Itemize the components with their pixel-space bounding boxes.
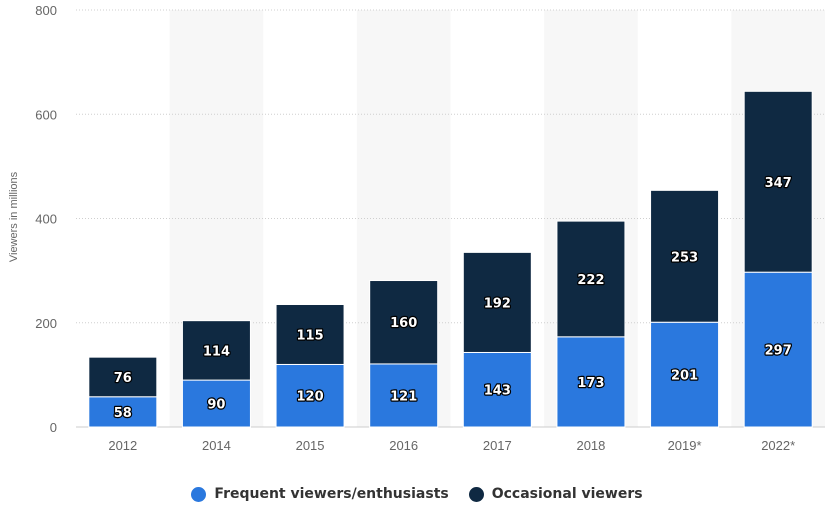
y-tick-label: 0 xyxy=(50,420,57,435)
legend-swatch-frequent xyxy=(191,486,207,502)
bar-occasional[interactable] xyxy=(650,189,720,323)
bar-frequent[interactable] xyxy=(556,336,626,428)
bar-occasional[interactable] xyxy=(462,251,532,353)
y-axis-label: Viewers in millions xyxy=(8,171,20,262)
x-tick-label: 2015 xyxy=(296,438,325,453)
bar-frequent[interactable] xyxy=(369,363,439,428)
data-label-frequent: 201 xyxy=(671,369,698,384)
x-tick-label: 2018 xyxy=(576,438,605,453)
data-label-frequent: 58 xyxy=(114,406,132,421)
x-tick-label: 2012 xyxy=(108,438,137,453)
data-label-occasional: 253 xyxy=(671,250,698,265)
data-label-frequent: 143 xyxy=(484,384,511,399)
y-tick-label: 800 xyxy=(35,3,57,18)
legend-swatch-occasional xyxy=(468,486,484,502)
bar-frequent[interactable] xyxy=(181,379,251,428)
legend-label-frequent: Frequent viewers/enthusiasts xyxy=(214,486,449,502)
data-label-frequent: 297 xyxy=(765,344,792,359)
data-label-occasional: 347 xyxy=(765,176,792,191)
x-tick-label: 2019* xyxy=(668,438,702,453)
x-tick-label: 2014 xyxy=(202,438,231,453)
data-label-frequent: 121 xyxy=(390,389,417,404)
bar-frequent[interactable] xyxy=(275,363,345,428)
data-label-occasional: 160 xyxy=(390,316,417,331)
x-tick-label: 2017 xyxy=(483,438,512,453)
data-label-frequent: 90 xyxy=(207,398,225,413)
y-tick-label: 600 xyxy=(35,107,57,122)
x-tick-label: 2022* xyxy=(761,438,795,453)
stacked-bar-chart: 0 200 400 600 800 58 76 90 114 120 115 121 160 143 19… xyxy=(8,3,825,453)
data-label-frequent: 173 xyxy=(577,376,604,391)
data-label-frequent: 120 xyxy=(296,390,323,405)
legend: Frequent viewers/enthusiasts Occasional … xyxy=(0,486,834,502)
bar-occasional[interactable] xyxy=(181,320,251,381)
data-label-occasional: 115 xyxy=(296,328,323,343)
y-tick-label: 200 xyxy=(35,316,57,331)
bar-occasional[interactable] xyxy=(743,90,813,273)
bar-occasional[interactable] xyxy=(275,304,345,365)
y-tick-label: 400 xyxy=(35,212,57,227)
legend-item-frequent[interactable]: Frequent viewers/enthusiasts xyxy=(191,486,449,502)
bar-occasional[interactable] xyxy=(556,220,626,338)
bar-occasional[interactable] xyxy=(369,280,439,365)
data-label-occasional: 222 xyxy=(577,273,604,288)
legend-item-occasional[interactable]: Occasional viewers xyxy=(468,486,643,502)
bar-frequent[interactable] xyxy=(462,351,532,428)
data-label-occasional: 192 xyxy=(484,296,511,311)
bar-occasional[interactable] xyxy=(88,356,158,398)
data-label-occasional: 114 xyxy=(203,344,230,359)
bar-frequent[interactable] xyxy=(743,271,813,428)
x-tick-label: 2016 xyxy=(389,438,418,453)
legend-label-occasional: Occasional viewers xyxy=(491,486,643,502)
data-label-occasional: 76 xyxy=(114,371,132,386)
